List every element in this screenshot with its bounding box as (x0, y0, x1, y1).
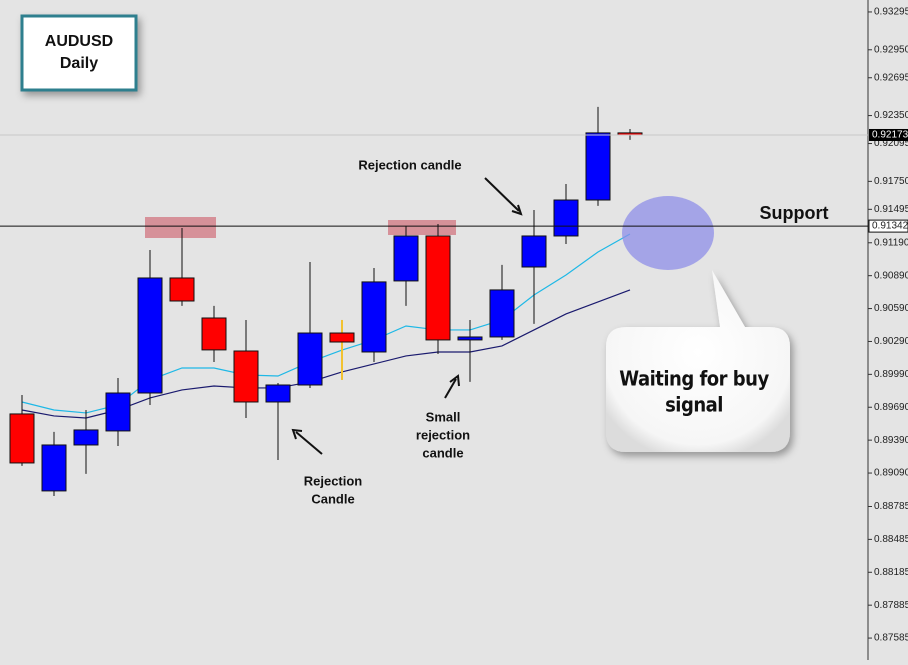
candle-body (489, 289, 515, 338)
title-frame (20, 14, 138, 92)
y-tick-label: 0.91190 (874, 237, 908, 248)
annotation-text: Rejection (304, 473, 363, 488)
y-tick-label: 0.88485 (874, 534, 908, 545)
candle-body (425, 235, 451, 341)
chart-title: AUDUSD (45, 33, 113, 50)
candle-body (393, 235, 419, 282)
zone-highlight (145, 217, 216, 238)
candle-body (297, 332, 323, 386)
y-tick-label: 0.88185 (874, 567, 908, 578)
y-tick-label: 0.93295 (874, 7, 908, 18)
title-box: AUDUSD Daily (20, 14, 138, 92)
candle-body (457, 336, 483, 341)
y-tick-label: 0.88785 (874, 501, 908, 512)
y-tick-label: 0.89390 (874, 435, 908, 446)
y-tick-label: 0.90590 (874, 303, 908, 314)
support-price-label: 0.91342 (872, 221, 908, 232)
y-tick-label: 0.91750 (874, 176, 908, 187)
annotation-text: Rejection candle (358, 157, 461, 172)
candle-body (521, 235, 547, 268)
y-tick-label: 0.92950 (874, 44, 908, 55)
candle-body (329, 332, 355, 343)
y-tick-label: 0.91495 (874, 204, 908, 215)
arrow (295, 431, 323, 455)
speech-bubble (606, 270, 790, 452)
candle-body (201, 317, 227, 351)
bubble-text: signal (665, 393, 723, 417)
y-tick-label: 0.89690 (874, 402, 908, 413)
y-tick-label: 0.92695 (874, 72, 908, 83)
candle-body (265, 384, 291, 403)
candle-body (233, 350, 259, 403)
arrow-head (511, 204, 523, 216)
annotation-text: Small (426, 409, 461, 424)
y-tick-label: 0.89990 (874, 369, 908, 380)
y-tick-label: 0.89090 (874, 468, 908, 479)
y-tick-label: 0.87585 (874, 633, 908, 644)
candle-body (41, 444, 67, 492)
arrow-head (291, 428, 303, 440)
candle-body (553, 199, 579, 237)
candle-body (9, 413, 35, 464)
arrows (291, 177, 523, 455)
chart-subtitle: Daily (60, 55, 98, 72)
candle-body (169, 277, 195, 302)
annotation-text: Candle (311, 491, 354, 506)
arrow (484, 177, 520, 212)
arrow (444, 378, 457, 399)
support-label: Support (760, 203, 829, 223)
candle-body (361, 281, 387, 353)
bubble-shape (606, 270, 790, 452)
y-tick-label: 0.90290 (874, 336, 908, 347)
axis-background (868, 0, 908, 660)
support-price-box (868, 219, 908, 233)
annotation-text: rejection (416, 427, 470, 442)
annotation-text: candle (422, 445, 463, 460)
y-tick-label: 0.92095 (874, 138, 908, 149)
candle-body (105, 392, 131, 432)
zone-highlight (388, 220, 456, 235)
plot-area (9, 106, 643, 496)
focus-ellipse (622, 196, 714, 270)
candle-body (73, 429, 99, 446)
y-tick-label: 0.92350 (874, 110, 908, 121)
last-price-box (869, 128, 908, 141)
y-tick-label: 0.87885 (874, 600, 908, 611)
last-price-label: 0.92173 (872, 130, 908, 141)
candle-body (137, 277, 163, 394)
bubble-text: Waiting for buy (619, 367, 769, 391)
y-tick-label: 0.90890 (874, 270, 908, 281)
arrow-head (449, 374, 460, 387)
candle-body (585, 132, 611, 201)
